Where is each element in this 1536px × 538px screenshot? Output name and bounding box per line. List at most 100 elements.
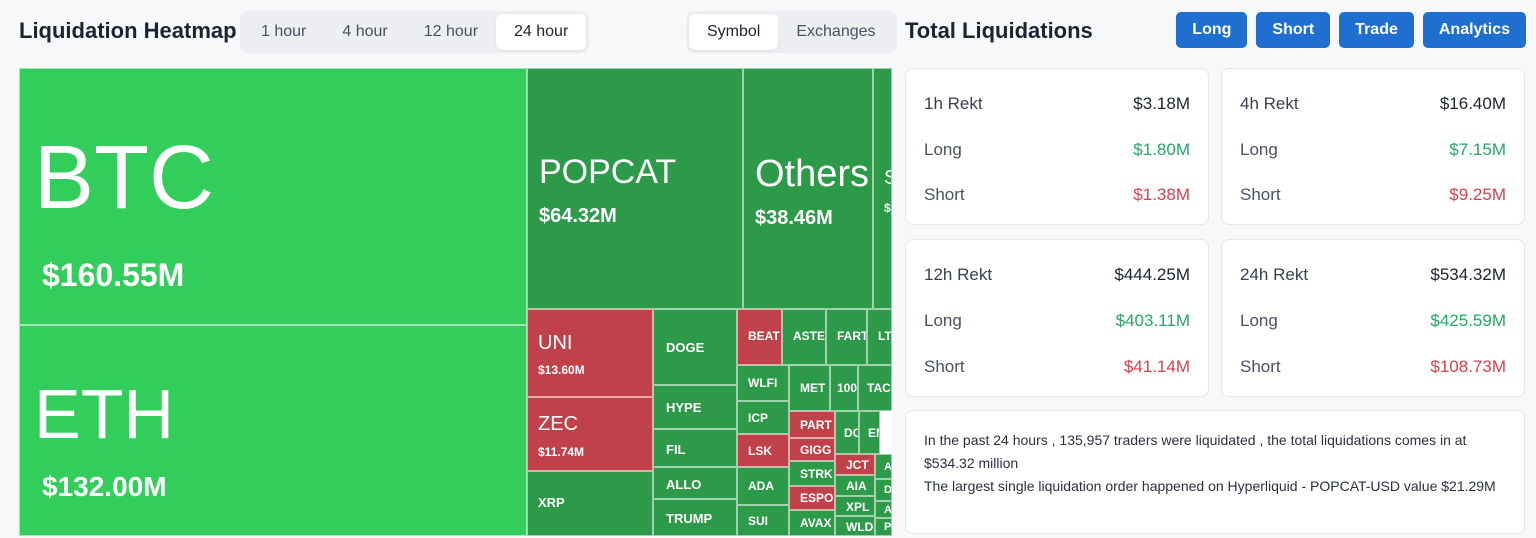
tile-symbol: SUI [748,514,769,528]
treemap-tile-d[interactable]: D [875,479,892,501]
summary-line-2: The largest single liquidation order hap… [924,478,1496,494]
liquidation-treemap: BTC $160.55M ETH $132.00M POPCAT $64.32M Other… [19,68,892,536]
stat-title: 4h Rekt [1240,94,1299,113]
tile-symbol: MET [800,381,826,395]
long-value: $425.59M [1430,311,1506,330]
treemap-tile-others[interactable]: Others $38.46M [743,68,873,309]
liquidation-summary: In the past 24 hours , 135,957 traders w… [905,410,1525,534]
stat-total: $444.25M [1114,265,1190,284]
tile-symbol: D [884,484,892,496]
tile-symbol: LSK [748,444,772,458]
short-value: $108.73M [1430,357,1506,376]
heatmap-title: Liquidation Heatmap [19,18,237,43]
time-range-tabs: 1 hour 4 hour 12 hour 24 hour [240,11,590,53]
treemap-tile-lt[interactable]: LT [867,309,892,365]
tile-symbol: ASTE [793,329,826,343]
treemap-tile-btc[interactable]: BTC $160.55M [19,68,527,325]
tile-symbol: WLD [846,520,874,534]
tile-symbol: ZEC [538,413,578,435]
tile-value: $160.55M [42,257,185,293]
tile-symbol: GIGG [800,443,832,457]
tile-symbol: AVAX [800,516,832,530]
tile-symbol: ESPO [800,491,834,505]
stat-card-4h: 4h Rekt $16.40M Long $7.15M Short $9.25M [1221,68,1525,225]
tile-symbol: ETH [34,375,174,453]
tile-symbol: TRUMP [666,511,713,526]
tile-symbol: HYPE [666,400,702,415]
stat-card-12h: 12h Rekt $444.25M Long $403.11M Short $41.1… [905,239,1209,397]
tile-symbol: JCT [846,458,869,472]
tile-symbol: FART [837,329,867,343]
treemap-tile-met[interactable]: MET [789,365,830,411]
treemap-tile-espo[interactable]: ESPO [789,486,835,510]
treemap-tile-aste[interactable]: ASTE [782,309,826,365]
tile-symbol: ALLO [666,477,702,492]
tab-4-hour[interactable]: 4 hour [342,23,388,40]
tab-symbol[interactable]: Symbol [689,14,779,50]
short-label: Short [924,185,965,204]
short-button[interactable]: Short [1256,12,1331,48]
tab-1-hour[interactable]: 1 hour [261,23,307,40]
treemap-tile-wlfi[interactable]: WLFI [737,365,789,401]
treemap-tile-popcat[interactable]: POPCAT $64.32M [527,68,743,309]
total-liquidations-title: Total Liquidations [905,18,1093,43]
treemap-tile-icp[interactable]: ICP [737,401,789,434]
tab-24-hour[interactable]: 24 hour [496,14,587,50]
treemap-tile-a[interactable]: A [875,454,892,479]
analytics-button[interactable]: Analytics [1422,12,1526,48]
tile-symbol: AIA [846,479,867,493]
long-label: Long [924,311,962,330]
treemap-tile-p[interactable]: P [875,518,892,536]
tile-symbol: A [884,461,892,473]
stat-total: $3.18M [1133,94,1190,113]
tile-symbol: STRK [800,467,833,481]
treemap-tile-sui[interactable]: SUI [737,505,789,536]
stat-card-1h: 1h Rekt $3.18M Long $1.80M Short $1.38M [905,68,1209,225]
treemap-tile-allo[interactable]: ALLO [653,467,737,499]
treemap-tile-avax[interactable]: AVAX [789,510,835,536]
treemap-tile-zec[interactable]: ZEC $11.74M [527,397,653,471]
treemap-tile-tac[interactable]: TAC [858,365,892,411]
treemap-tile-uni[interactable]: UNI $13.60M [527,309,653,397]
tile-symbol: XPL [846,500,870,514]
treemap-tile-fil[interactable]: FIL [653,429,737,467]
tile-symbol: DOGE [666,340,705,355]
treemap-tile-doge[interactable]: DOGE [653,309,737,385]
treemap-tile-hype[interactable]: HYPE [653,385,737,429]
treemap-tile-xrp[interactable]: XRP [527,471,653,536]
treemap-tile-fart[interactable]: FART [826,309,867,365]
treemap-tile-jct[interactable]: JCT [835,454,875,475]
treemap-tile-beat[interactable]: BEAT [737,309,782,365]
tab-12-hour[interactable]: 12 hour [423,23,479,40]
treemap-tile-trump[interactable]: TRUMP [653,499,737,536]
treemap-tile-strk[interactable]: STRK [789,461,835,486]
long-value: $7.15M [1449,140,1506,159]
tile-symbol: POPCAT [539,153,677,191]
tile-symbol: DC [844,426,858,440]
short-value: $9.25M [1449,185,1506,204]
tile-value: $13.60M [538,363,585,377]
tile-symbol: EN [868,426,879,440]
tile-symbol: XRP [538,495,565,510]
long-label: Long [924,140,962,159]
treemap-tile-100[interactable]: 100 [830,365,858,411]
treemap-tile-eth[interactable]: ETH $132.00M [19,325,527,536]
treemap-tile-dc[interactable]: DC [835,411,859,454]
long-value: $1.80M [1133,140,1190,159]
treemap-tile-gigg[interactable]: GIGG [789,438,835,461]
treemap-tile-wld[interactable]: WLD [835,516,875,536]
treemap-tile-s[interactable]: S$ [873,68,892,309]
treemap-tile-ada[interactable]: ADA [737,467,789,505]
short-label: Short [1240,185,1281,204]
treemap-tile-a[interactable]: A [875,501,892,518]
treemap-tile-xpl[interactable]: XPL [835,496,875,516]
tab-exchanges[interactable]: Exchanges [796,23,876,40]
tile-symbol: TAC [867,381,891,395]
treemap-tile-part[interactable]: PART [789,411,835,438]
treemap-tile-lsk[interactable]: LSK [737,434,789,467]
treemap-tile-aia[interactable]: AIA [835,475,875,496]
long-button[interactable]: Long [1176,12,1248,48]
treemap-tile-en[interactable]: EN [859,411,880,454]
trade-button[interactable]: Trade [1339,12,1414,48]
